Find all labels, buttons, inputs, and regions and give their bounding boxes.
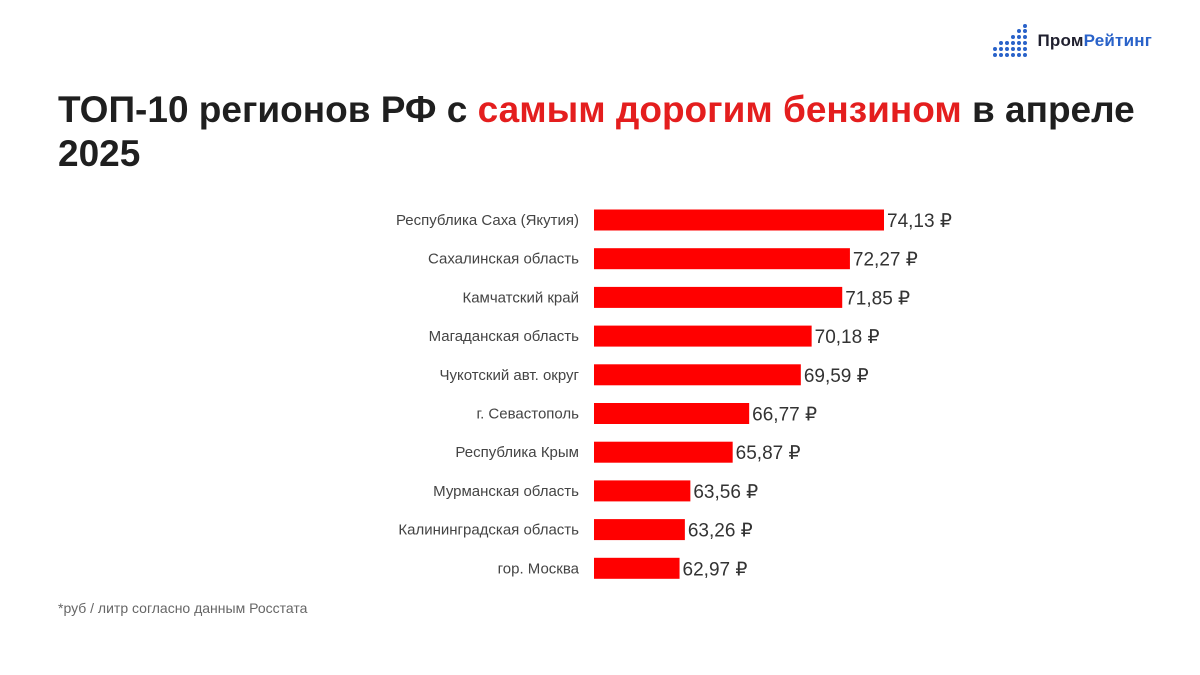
- category-label: Мурманская область: [433, 483, 579, 500]
- bar: [594, 480, 691, 502]
- bar-chart: Республика Саха (Якутия) 74,13 ₽ Сахалинск…: [396, 209, 952, 580]
- category-label: г. Севастополь: [476, 406, 579, 423]
- value-label: 63,56 ₽: [693, 482, 758, 503]
- value-label: 66,77 ₽: [752, 405, 817, 426]
- bar: [594, 209, 884, 231]
- title-highlight: самым дорогим бензином: [477, 89, 962, 130]
- category-label: Камчатский край: [462, 289, 579, 306]
- value-label: 63,26 ₽: [688, 521, 753, 542]
- value-label: 62,97 ₽: [683, 559, 748, 580]
- category-label: Республика Саха (Якутия): [396, 212, 579, 229]
- bar: [594, 519, 685, 541]
- brand-logo: ПромРейтинг: [992, 24, 1153, 58]
- category-label: Сахалинская область: [428, 251, 579, 268]
- bar: [594, 441, 733, 463]
- logo-text-part2: Рейтинг: [1083, 31, 1152, 50]
- value-label: 74,13 ₽: [887, 211, 952, 232]
- logo-text-part1: Пром: [1037, 31, 1084, 50]
- bar-chart-dots-icon: [992, 24, 1028, 58]
- value-label: 72,27 ₽: [853, 250, 918, 271]
- bar: [594, 325, 812, 347]
- bar: [594, 557, 680, 579]
- bar: [594, 248, 850, 270]
- bar: [594, 286, 843, 308]
- bar: [594, 403, 750, 424]
- value-label: 70,18 ₽: [815, 327, 880, 348]
- category-label: Магаданская область: [429, 328, 580, 345]
- logo-wordmark: ПромРейтинг: [1038, 31, 1153, 51]
- category-label: Калининградская область: [398, 522, 579, 539]
- value-label: 71,85 ₽: [845, 288, 910, 309]
- value-label: 69,59 ₽: [804, 366, 869, 387]
- category-label: Республика Крым: [455, 444, 579, 461]
- chart-title: ТОП-10 регионов РФ с самым дорогим бензи…: [58, 88, 1148, 176]
- bar: [594, 364, 801, 386]
- footnote: *руб / литр согласно данным Росстата: [58, 600, 308, 616]
- category-label: Чукотский авт. округ: [439, 367, 579, 384]
- value-label: 65,87 ₽: [736, 443, 801, 464]
- title-part2: в апреле 2025: [58, 89, 1135, 174]
- category-label: гор. Москва: [498, 560, 580, 577]
- title-part1: ТОП-10 регионов РФ с: [58, 89, 478, 130]
